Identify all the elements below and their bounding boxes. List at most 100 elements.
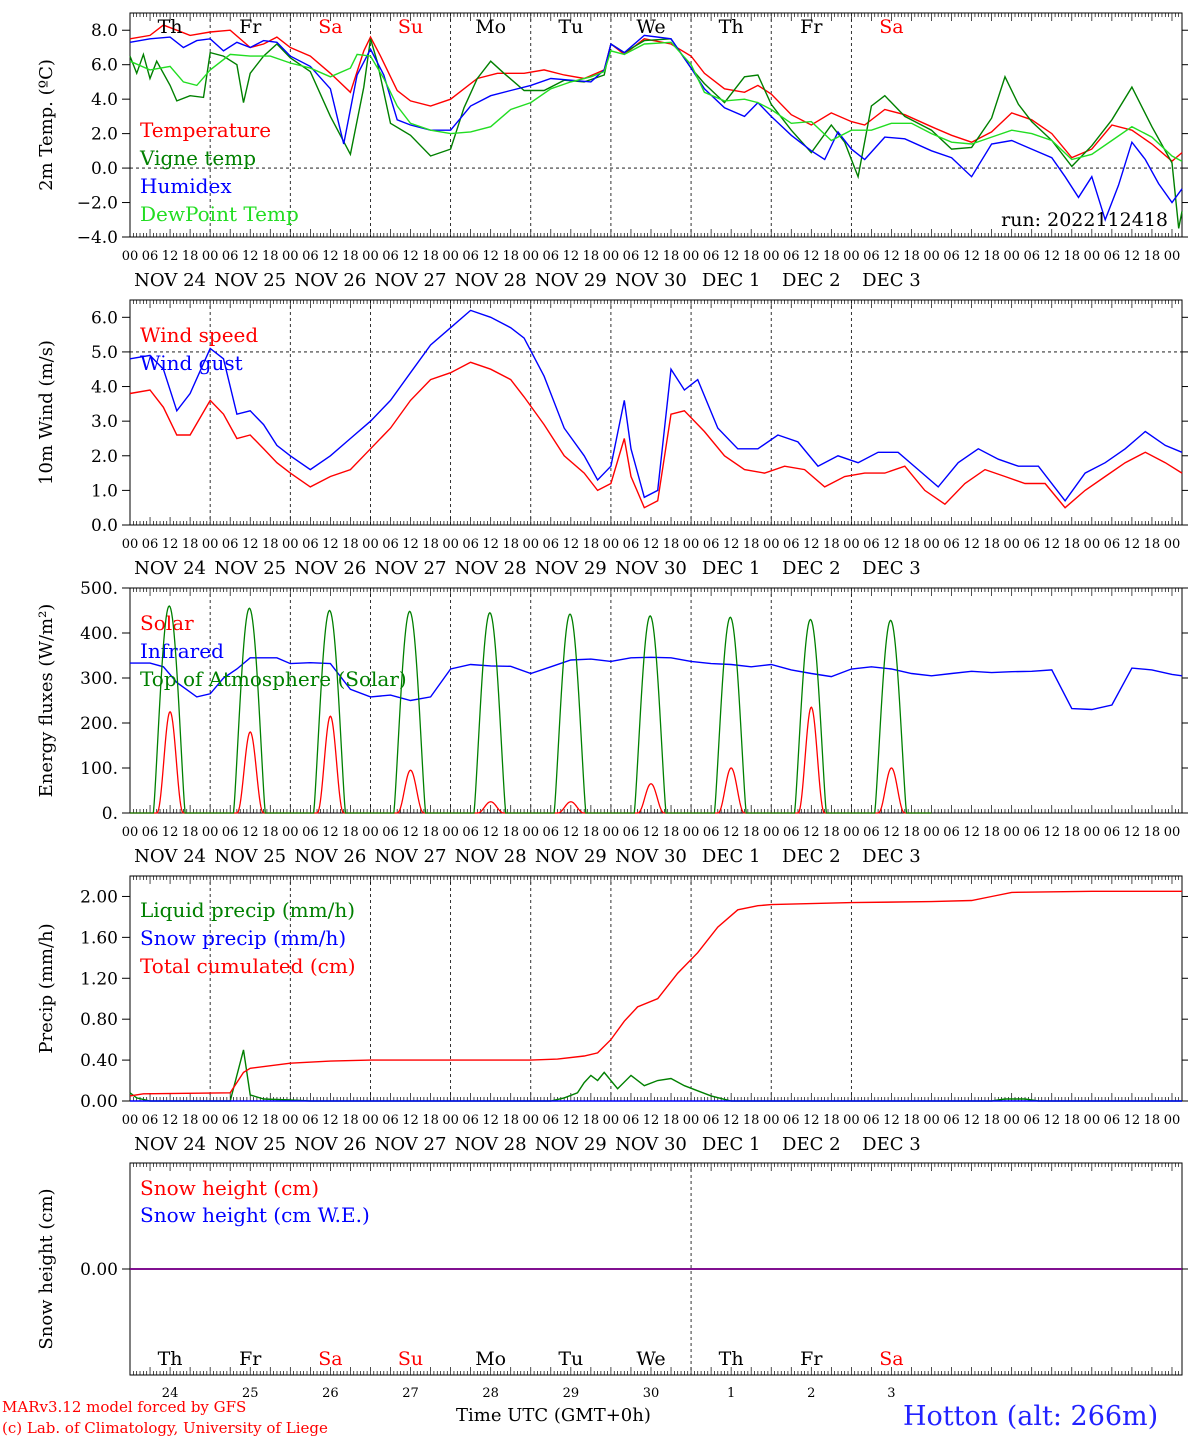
y-tick-label: 2.0 [91, 447, 118, 467]
y-tick-label: 0.00 [80, 1092, 118, 1112]
hour-tick-label: 06 [863, 825, 880, 840]
hour-tick-label: 18 [502, 249, 519, 264]
date-label: NOV 27 [375, 558, 447, 579]
hour-tick-label: 12 [482, 537, 499, 552]
hour-tick-label: 00 [522, 825, 539, 840]
hour-tick-label: 00 [522, 1113, 539, 1128]
hour-tick-label: 18 [502, 825, 519, 840]
legend-entry: Snow height (cm W.E.) [140, 1203, 370, 1227]
hour-tick-label: 18 [182, 249, 199, 264]
date-label: NOV 28 [455, 846, 527, 867]
day-number-label: 28 [482, 1386, 499, 1401]
hour-tick-label: 00 [1084, 249, 1101, 264]
y-tick-label: 1.60 [80, 928, 118, 948]
toa-solar-day-curve [771, 618, 852, 814]
hour-tick-label: 12 [803, 249, 820, 264]
toa-solar-day-curve [691, 616, 772, 814]
hour-tick-label: 00 [122, 537, 139, 552]
weekday-label: Su [398, 16, 423, 38]
hour-tick-label: 18 [743, 537, 760, 552]
date-label: NOV 25 [214, 1134, 286, 1155]
hour-tick-label: 18 [262, 537, 279, 552]
hour-tick-label: 06 [543, 537, 560, 552]
hour-tick-label: 12 [322, 1113, 339, 1128]
weekday-label: Sa [879, 16, 903, 38]
y-tick-label: 1.20 [80, 969, 118, 989]
date-label: DEC 1 [702, 270, 761, 291]
hour-tick-label: 06 [222, 825, 239, 840]
hour-tick-label: 18 [342, 1113, 359, 1128]
legend-entry: Vigne temp [139, 146, 256, 170]
hour-tick-label: 00 [763, 825, 780, 840]
hour-tick-label: 00 [1164, 537, 1181, 552]
hour-tick-label: 00 [122, 249, 139, 264]
hour-tick-label: 06 [302, 825, 319, 840]
series-line-blue [130, 656, 1183, 711]
y-tick-label: 0.0 [91, 516, 118, 536]
hour-tick-label: 18 [342, 825, 359, 840]
hour-tick-label: 18 [743, 249, 760, 264]
series-line-red [129, 361, 1183, 509]
hour-tick-label: 00 [923, 825, 940, 840]
hour-tick-label: 00 [1084, 537, 1101, 552]
date-label: DEC 1 [702, 1134, 761, 1155]
solar-day-curve [530, 801, 611, 814]
hour-tick-label: 06 [1023, 825, 1040, 840]
hour-tick-label: 18 [583, 1113, 600, 1128]
date-label: NOV 29 [535, 270, 607, 291]
hour-tick-label: 12 [242, 249, 259, 264]
weekday-label: Mo [475, 16, 506, 38]
hour-tick-label: 06 [703, 249, 720, 264]
date-label: NOV 29 [535, 846, 607, 867]
date-label: NOV 24 [134, 1134, 206, 1155]
y-tick-label: 0.80 [80, 1010, 118, 1030]
hour-tick-label: 00 [603, 1113, 620, 1128]
hour-tick-label: 18 [502, 537, 519, 552]
hour-tick-label: 18 [502, 1113, 519, 1128]
hour-tick-label: 12 [322, 249, 339, 264]
hour-tick-label: 18 [583, 537, 600, 552]
date-label: DEC 2 [782, 558, 841, 579]
hour-tick-label: 18 [743, 1113, 760, 1128]
toa-solar-day-curve [851, 619, 932, 814]
hour-tick-label: 06 [783, 537, 800, 552]
hour-tick-label: 00 [202, 537, 219, 552]
hour-tick-label: 12 [482, 1113, 499, 1128]
y-tick-label: 0.40 [80, 1051, 118, 1071]
hour-tick-label: 18 [1064, 249, 1081, 264]
hour-tick-label: 00 [683, 825, 700, 840]
toa-solar-day-curve [290, 609, 371, 814]
date-label: DEC 1 [702, 558, 761, 579]
hour-tick-label: 12 [162, 825, 179, 840]
hour-tick-label: 18 [422, 1113, 439, 1128]
hour-tick-label: 06 [382, 1113, 399, 1128]
hour-tick-label: 00 [843, 1113, 860, 1128]
hour-tick-label: 18 [1064, 1113, 1081, 1128]
hour-tick-label: 18 [1144, 537, 1161, 552]
hour-tick-label: 18 [663, 537, 680, 552]
date-label: NOV 27 [375, 1134, 447, 1155]
hour-tick-label: 06 [543, 825, 560, 840]
hour-tick-label: 18 [663, 1113, 680, 1128]
y-tick-label: 0.0 [91, 159, 118, 179]
hour-tick-label: 06 [863, 1113, 880, 1128]
date-label: NOV 27 [375, 846, 447, 867]
legend-entry: Liquid precip (mm/h) [140, 898, 355, 922]
hour-tick-label: 00 [122, 1113, 139, 1128]
y-tick-label: −4.0 [77, 228, 118, 248]
date-label: NOV 30 [615, 846, 687, 867]
hour-tick-label: 06 [302, 537, 319, 552]
hour-tick-label: 18 [1144, 1113, 1161, 1128]
series-line-darkgreen [129, 38, 1183, 229]
weekday-label: Th [158, 16, 183, 38]
hour-tick-label: 06 [543, 249, 560, 264]
hour-tick-label: 12 [803, 537, 820, 552]
date-label: NOV 26 [294, 558, 366, 579]
y-tick-label: 1.0 [91, 481, 118, 501]
hour-tick-label: 18 [903, 537, 920, 552]
hour-tick-label: 12 [803, 825, 820, 840]
y-tick-label: 4.0 [91, 90, 118, 110]
hour-tick-label: 12 [1043, 825, 1060, 840]
date-label: NOV 26 [294, 1134, 366, 1155]
solar-day-curve [771, 706, 852, 814]
